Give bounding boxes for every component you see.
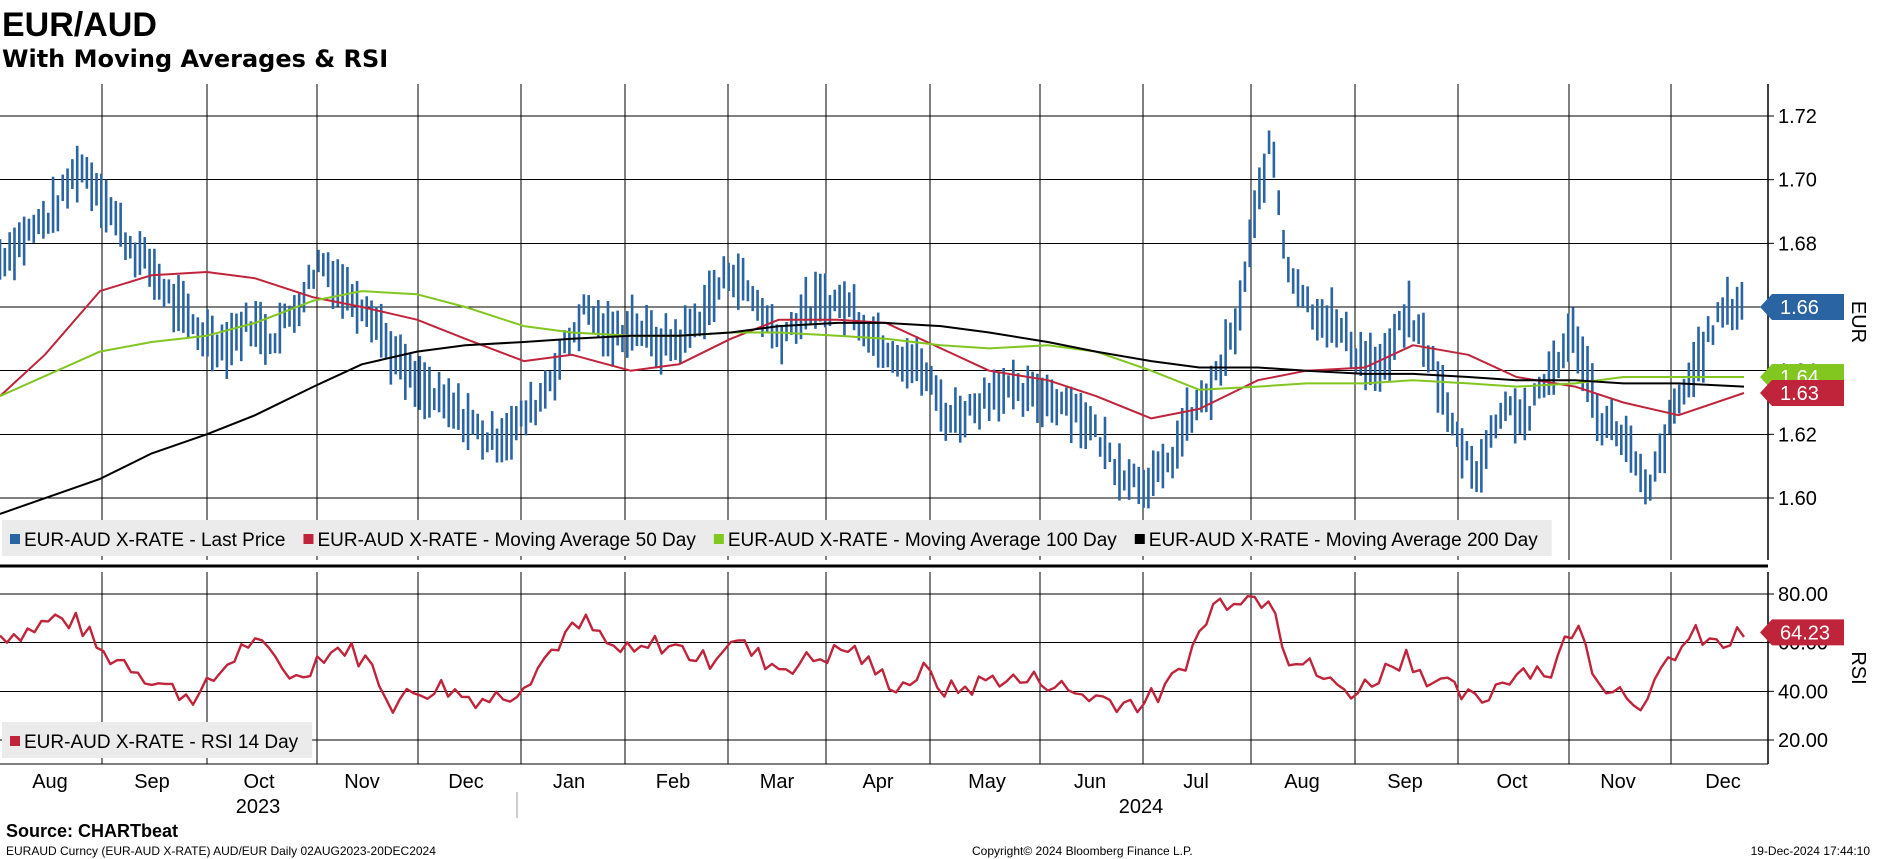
last-value-badge: 1.66	[1760, 294, 1844, 320]
last-value-badge: 1.63	[1760, 379, 1844, 406]
rsi-ytick-label: 40.00	[1778, 681, 1828, 703]
rsi-last-value-badges: 64.23	[1760, 619, 1844, 646]
rsi-legend: EUR-AUD X-RATE - RSI 14 Day	[2, 722, 313, 758]
last-value-badge: 64.23	[1760, 619, 1844, 646]
price-legend: EUR-AUD X-RATE - Last Price EUR-AUD X-RAT…	[2, 520, 1552, 556]
legend-label: EUR-AUD X-RATE - Last Price	[24, 530, 285, 551]
month-label: May	[968, 771, 1006, 793]
month-label: Dec	[1705, 771, 1741, 793]
rsi-axis-label: RSI	[1847, 651, 1869, 684]
month-label: Aug	[1284, 771, 1320, 793]
source-text: Source: CHARTbeat	[6, 821, 178, 841]
ma200-line	[0, 321, 1745, 515]
legend-item: EUR-AUD X-RATE - Moving Average 100 Day	[713, 530, 1117, 551]
month-label: Aug	[32, 771, 68, 793]
price-panel: 1.601.621.641.661.681.701.72 EUR-AUD X-R…	[0, 84, 1869, 560]
legend-swatch	[10, 736, 20, 746]
price-axis-label: EUR	[1847, 301, 1869, 343]
year-label: 2023	[236, 796, 281, 818]
price-ytick-label: 1.60	[1778, 488, 1817, 510]
month-label: Apr	[862, 771, 893, 793]
month-label: Nov	[344, 771, 380, 793]
month-label: Oct	[1496, 771, 1528, 793]
footer-right: 19-Dec-2024 17:44:10	[1751, 844, 1871, 858]
last-value-text: 1.66	[1780, 297, 1819, 319]
ma100-line	[0, 290, 1744, 398]
month-label: Dec	[448, 771, 484, 793]
rsi-ytick-label: 20.00	[1778, 730, 1828, 752]
month-label: Jul	[1183, 771, 1209, 793]
year-label: 2024	[1119, 796, 1164, 818]
price-last-value-badges: 1.661.641.63	[1760, 294, 1844, 406]
ma50-line	[0, 271, 1745, 420]
legend-swatch	[303, 534, 314, 544]
legend-item: EUR-AUD X-RATE - Moving Average 200 Day	[1134, 530, 1538, 551]
rsi-series	[0, 589, 1745, 714]
legend-item: EUR-AUD X-RATE - Last Price	[10, 530, 285, 551]
rsi-line	[0, 595, 1745, 714]
legend-swatch	[1134, 534, 1145, 544]
legend-item: EUR-AUD X-RATE - Moving Average 50 Day	[303, 530, 696, 551]
legend-swatch	[713, 534, 724, 544]
chart-title: EUR/AUD	[2, 6, 157, 44]
price-series	[0, 130, 1745, 515]
month-label: Feb	[656, 771, 690, 793]
legend-swatch	[10, 534, 20, 544]
month-label: Sep	[134, 771, 170, 793]
footer-left: EURAUD Curncy (EUR-AUD X-RATE) AUD/EUR D…	[6, 844, 436, 858]
price-ytick-label: 1.68	[1778, 233, 1817, 255]
month-label: Sep	[1387, 771, 1423, 793]
rsi-ytick-label: 80.00	[1778, 584, 1828, 606]
legend-label: EUR-AUD X-RATE - Moving Average 200 Day	[1149, 530, 1538, 551]
month-label: Mar	[760, 771, 795, 793]
legend-label: EUR-AUD X-RATE - Moving Average 50 Day	[317, 530, 696, 551]
price-ytick-label: 1.72	[1778, 106, 1817, 128]
price-ytick-label: 1.62	[1778, 424, 1817, 446]
month-label: Nov	[1600, 771, 1636, 793]
legend-label: EUR-AUD X-RATE - Moving Average 100 Day	[728, 530, 1117, 551]
legend-background	[2, 722, 313, 758]
x-axis: Aug Sep Oct Nov Dec Jan Feb Mar Apr May Jun Jul Aug S…	[0, 763, 1768, 818]
last-value-text: 1.63	[1780, 383, 1819, 405]
month-label: Jan	[553, 771, 585, 793]
footer-center: Copyright© 2024 Bloomberg Finance L.P.	[972, 844, 1193, 858]
chart-subtitle: With Moving Averages & RSI	[2, 45, 388, 73]
legend-background	[2, 520, 1552, 556]
price-ytick-label: 1.70	[1778, 170, 1817, 192]
last-value-text: 64.23	[1780, 622, 1830, 644]
legend-label: EUR-AUD X-RATE - RSI 14 Day	[24, 732, 299, 753]
legend-item: EUR-AUD X-RATE - RSI 14 Day	[10, 732, 299, 753]
month-label: Jun	[1074, 771, 1106, 793]
month-label: Oct	[243, 771, 275, 793]
